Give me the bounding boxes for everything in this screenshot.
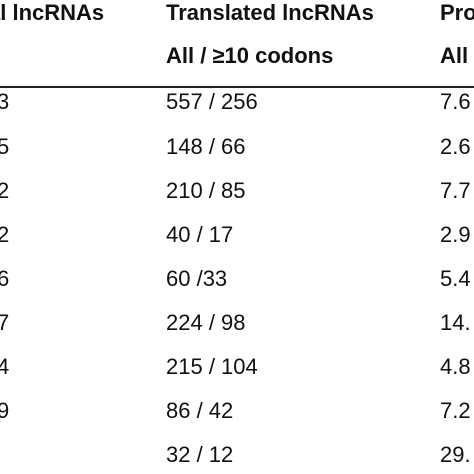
row-7-col2: 215 / 104 xyxy=(166,354,258,379)
row-3-col3: 7.7 xyxy=(440,178,471,203)
row-8-col3: 7.2 xyxy=(440,398,471,423)
row-8-col1: 9 xyxy=(0,398,10,423)
header-col3-title: Pro xyxy=(440,0,474,25)
row-2-col3: 2.6 xyxy=(440,134,471,159)
header-col2-title: Translated lncRNAs xyxy=(166,0,374,25)
row-6-col3: 14. xyxy=(440,310,471,335)
row-5-col2: 60 /33 xyxy=(166,266,228,291)
row-4-col2: 40 / 17 xyxy=(166,222,234,247)
row-3-col2: 210 / 85 xyxy=(166,178,246,203)
row-8-col2: 86 / 42 xyxy=(166,398,234,423)
row-2-col2: 148 / 66 xyxy=(166,134,246,159)
row-3-col1: 2 xyxy=(0,178,10,203)
row-5-col3: 5.4 xyxy=(440,266,471,291)
row-1-col3: 7.6 xyxy=(440,89,471,114)
header-col3-subtitle: All xyxy=(440,43,469,68)
row-6-col2: 224 / 98 xyxy=(166,310,246,335)
row-9-col2: 32 / 12 xyxy=(166,442,234,467)
row-7-col1: 4 xyxy=(0,354,10,379)
header-col1-title: al lncRNAs xyxy=(0,0,105,25)
row-6-col1: 7 xyxy=(0,310,10,335)
row-4-col1: 2 xyxy=(0,222,10,247)
row-9-col3: 29. xyxy=(440,442,471,467)
header-divider xyxy=(0,86,474,88)
row-2-col1: 5 xyxy=(0,134,10,159)
row-4-col3: 2.9 xyxy=(440,222,471,247)
row-1-col2: 557 / 256 xyxy=(166,89,258,114)
row-7-col3: 4.8 xyxy=(440,354,471,379)
row-5-col1: 6 xyxy=(0,266,10,291)
header-col2-subtitle: All / ≥10 codons xyxy=(166,43,334,68)
row-1-col1: 3 xyxy=(0,89,10,114)
